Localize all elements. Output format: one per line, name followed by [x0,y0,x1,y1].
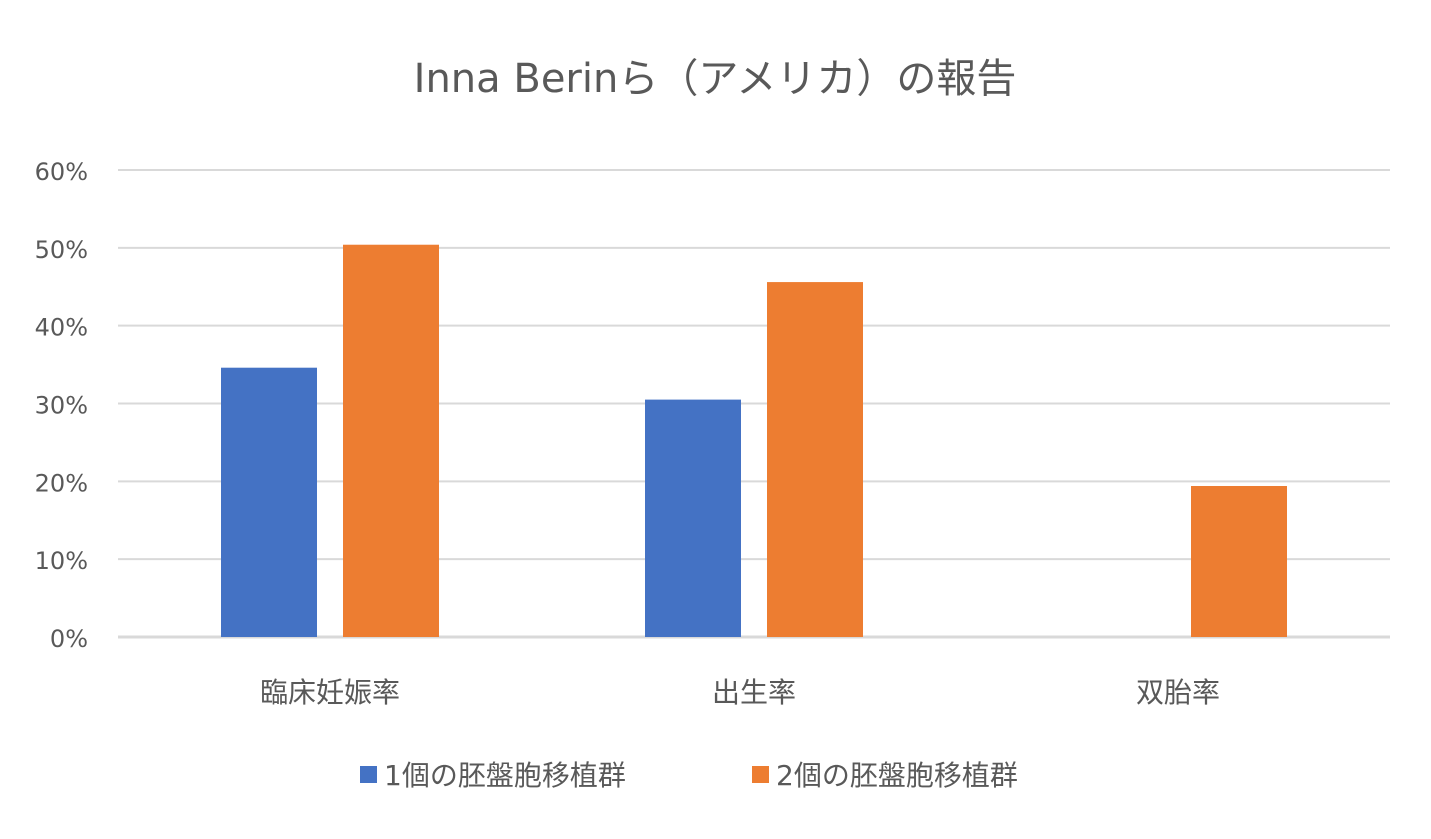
y-tick-label: 60% [35,158,88,186]
y-tick-label: 30% [35,392,88,420]
legend-swatch [752,766,769,783]
legend-label: 1個の胚盤胞移植群 [384,759,626,792]
x-category-label: 臨床妊娠率 [260,676,400,709]
bar-1-2 [645,399,741,637]
legend-label: 2個の胚盤胞移植群 [776,759,1018,792]
bar-1-1 [221,367,317,637]
x-category-label: 出生率 [712,676,796,709]
bar-2-2 [767,282,863,637]
chart-title: Inna Berinら（アメリカ）の報告 [414,56,1017,102]
bar-2-3 [1191,486,1287,637]
legend-swatch [360,766,377,783]
legend: 1個の胚盤胞移植群 2個の胚盤胞移植群 [360,759,1018,792]
y-tick-label: 50% [35,236,88,264]
x-category-label: 双胎率 [1136,676,1220,709]
y-tick-label: 20% [35,469,88,497]
bar-2-1 [343,244,439,637]
y-tick-label: 10% [35,547,88,575]
y-tick-label: 40% [35,314,88,342]
y-tick-label: 0% [50,625,88,653]
